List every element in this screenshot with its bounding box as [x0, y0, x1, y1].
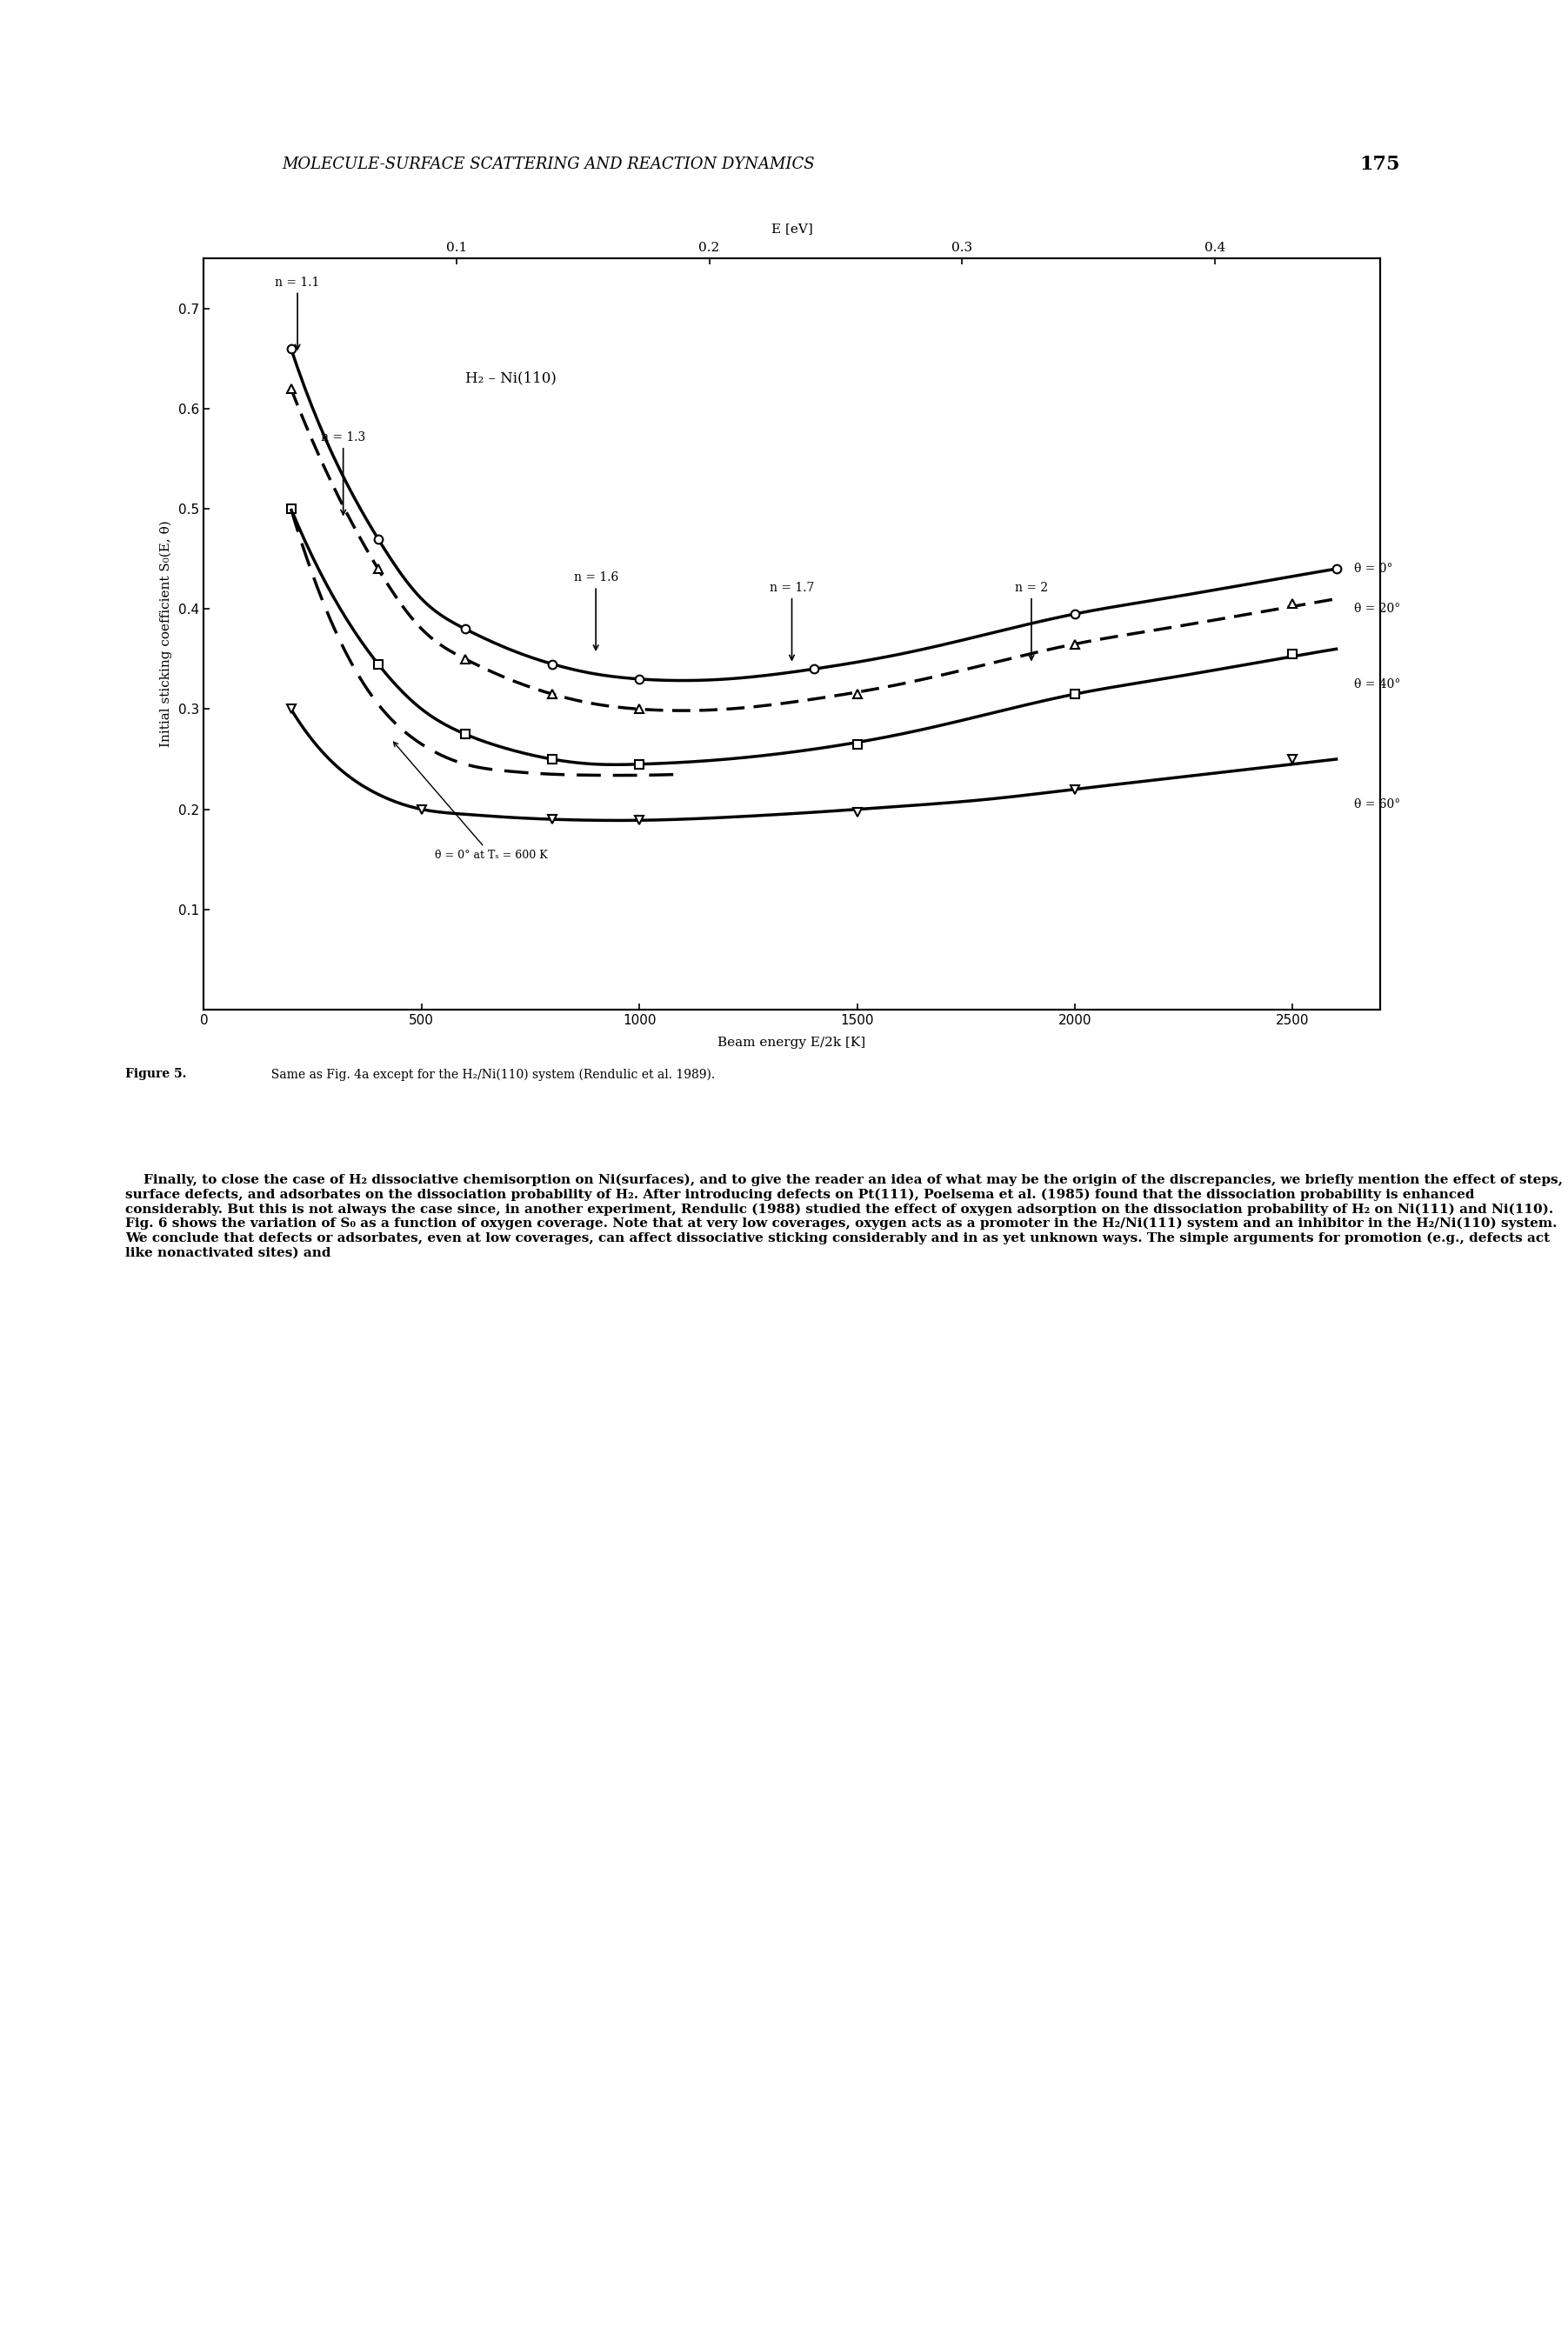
Text: n = 1.6: n = 1.6: [574, 571, 618, 650]
Text: Figure 5.: Figure 5.: [125, 1068, 187, 1080]
Text: θ = 40°: θ = 40°: [1353, 679, 1400, 690]
Text: 175: 175: [1359, 155, 1400, 174]
Y-axis label: Initial sticking coefficient S₀(E, θ): Initial sticking coefficient S₀(E, θ): [160, 521, 172, 747]
Text: MOLECULE-SURFACE SCATTERING AND REACTION DYNAMICS: MOLECULE-SURFACE SCATTERING AND REACTION…: [282, 157, 815, 171]
Text: H₂ – Ni(110): H₂ – Ni(110): [466, 371, 557, 385]
Text: n = 1.1: n = 1.1: [274, 277, 320, 350]
X-axis label: E [eV]: E [eV]: [771, 223, 812, 235]
Text: θ = 60°: θ = 60°: [1353, 798, 1400, 810]
Text: θ = 20°: θ = 20°: [1353, 603, 1400, 615]
Text: θ = 0°: θ = 0°: [1353, 564, 1392, 575]
X-axis label: Beam energy E/2k [K]: Beam energy E/2k [K]: [718, 1035, 866, 1050]
Text: n = 2: n = 2: [1014, 582, 1047, 660]
Text: Finally, to close the case of H₂ dissociative chemisorption on Ni(surfaces), and: Finally, to close the case of H₂ dissoci…: [125, 1174, 1563, 1259]
Text: θ = 0° at Tₛ = 600 K: θ = 0° at Tₛ = 600 K: [394, 742, 547, 862]
Text: n = 1.3: n = 1.3: [321, 432, 365, 514]
Text: n = 1.7: n = 1.7: [770, 582, 814, 660]
Text: Same as Fig. 4a except for the H₂/Ni(110) system (Rendulic et al. 1989).: Same as Fig. 4a except for the H₂/Ni(110…: [263, 1068, 715, 1080]
